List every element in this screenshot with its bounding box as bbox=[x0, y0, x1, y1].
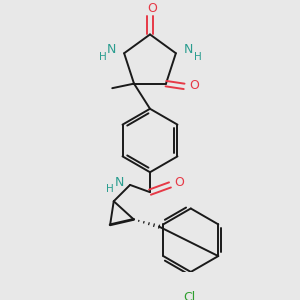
Text: N: N bbox=[107, 43, 116, 56]
Text: H: H bbox=[106, 184, 114, 194]
Text: O: O bbox=[189, 79, 199, 92]
Text: H: H bbox=[194, 52, 202, 62]
Text: O: O bbox=[147, 2, 157, 15]
Text: N: N bbox=[184, 43, 193, 56]
Text: Cl: Cl bbox=[183, 291, 195, 300]
Text: N: N bbox=[115, 176, 124, 189]
Text: O: O bbox=[174, 176, 184, 189]
Text: H: H bbox=[98, 52, 106, 62]
